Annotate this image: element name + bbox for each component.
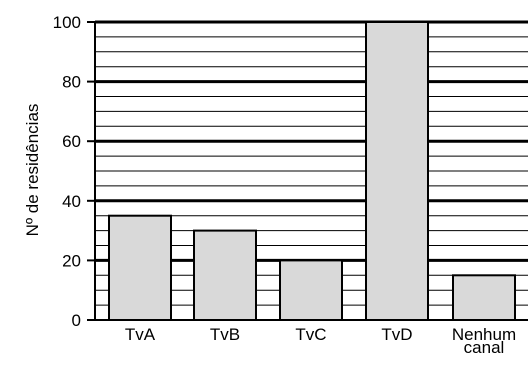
x-tick-label-line: TvD: [381, 325, 412, 344]
y-tick-label: 100: [53, 13, 81, 32]
bar: [452, 274, 516, 321]
bars: [108, 21, 516, 322]
bar: [279, 259, 343, 321]
y-tick-label: 60: [62, 132, 81, 151]
y-tick-label: 80: [62, 73, 81, 92]
x-tick-label-line: Nenhum: [452, 325, 516, 344]
x-tick-label: TvC: [295, 325, 326, 344]
y-tick-labels: 0 20 40 60 80 100: [53, 13, 81, 330]
x-tick-label-line: TvB: [210, 325, 240, 344]
y-tick-label: 0: [72, 311, 81, 330]
x-tick-label-line: canal: [464, 338, 505, 357]
bar: [108, 214, 172, 321]
axes: [87, 21, 528, 321]
x-tick-label: TvB: [210, 325, 240, 344]
y-tick-label: 20: [62, 251, 81, 270]
x-tick-label: TvA: [125, 325, 156, 344]
x-tick-labels: TvA TvB TvC TvD Nenhum canal: [125, 325, 516, 357]
y-axis-label: Nº de residências: [23, 104, 42, 237]
x-tick-label-line: TvA: [125, 325, 156, 344]
x-tick-label: Nenhum canal: [452, 325, 516, 357]
y-tick-label: 40: [62, 192, 81, 211]
x-tick-label-line: TvC: [295, 325, 326, 344]
bar: [193, 229, 257, 322]
x-tick-label: TvD: [381, 325, 412, 344]
bar: [365, 21, 429, 321]
